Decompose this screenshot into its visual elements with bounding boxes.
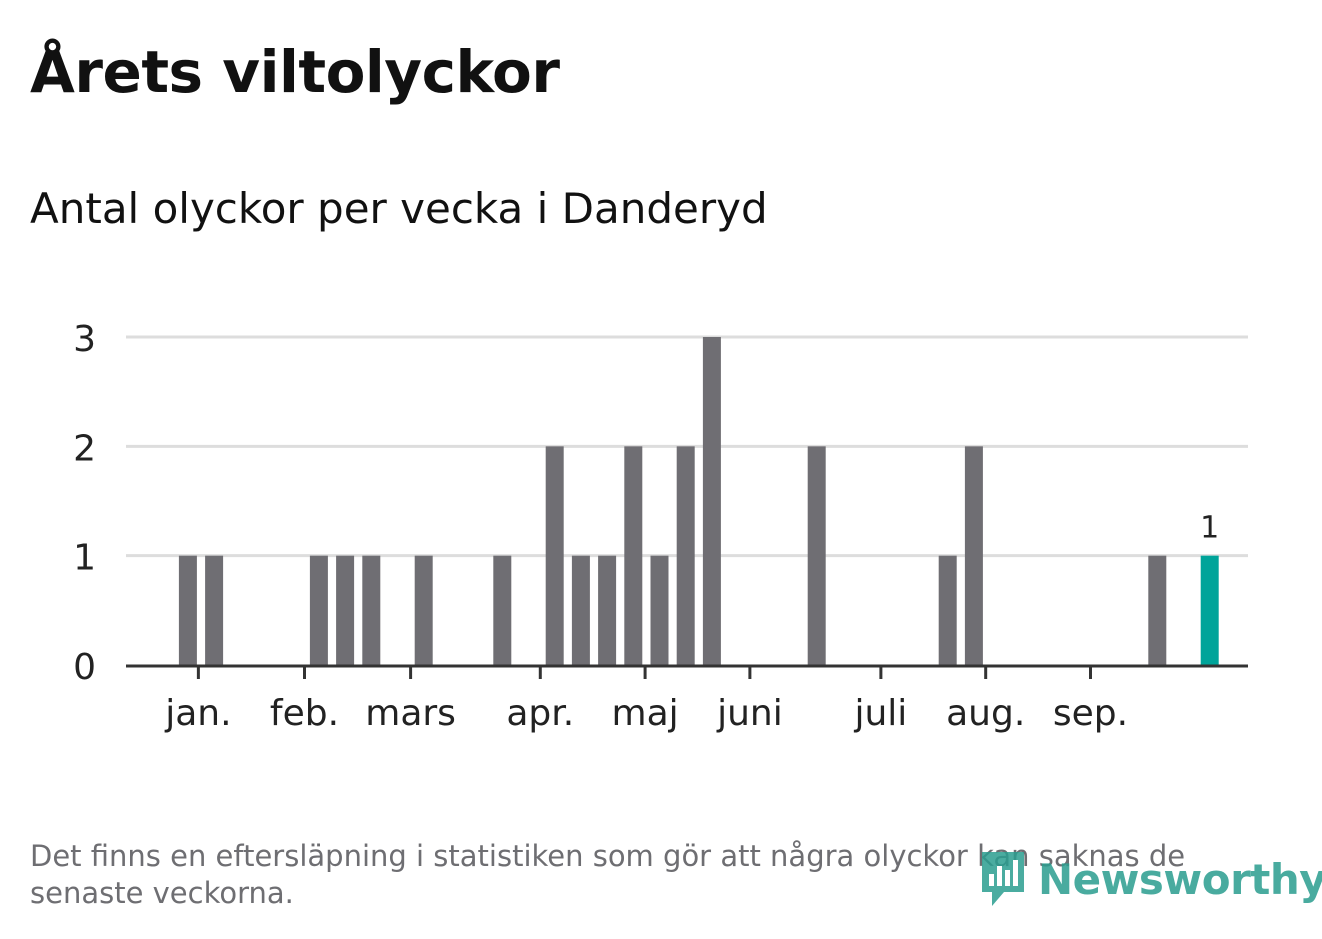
y-tick-label-2: 2: [73, 428, 96, 469]
bar-week-32: [938, 555, 957, 665]
x-tick-label-apr.: apr.: [506, 693, 574, 734]
x-tick-label-mars: mars: [365, 693, 456, 734]
newsworthy-logo-text: Newsworthy: [1038, 854, 1322, 904]
x-axis: [126, 664, 1248, 679]
bar-week-10: [362, 555, 381, 665]
bar-week-27: [807, 446, 826, 665]
bar-week-42: [1200, 555, 1219, 665]
y-tick-label-3: 3: [73, 319, 96, 360]
labels: 0 1 2 3 1 jan. feb. mars apr. maj juni juli aug. sep.: [73, 319, 1219, 734]
x-tick-label-feb.: feb.: [270, 693, 339, 734]
bar-week-40: [1148, 555, 1167, 665]
chart-subtitle: Antal olyckor per vecka i Danderyd: [30, 184, 768, 233]
y-tick-label-0: 0: [73, 647, 96, 688]
bar-week-17: [545, 446, 564, 665]
bar-chart: 0 1 2 3 1 jan. feb. mars apr. maj juni juli aug. sep.: [73, 319, 1248, 734]
x-tick-label-juni: juni: [716, 693, 783, 734]
highlight-value-label: 1: [1200, 511, 1219, 546]
x-tick-label-sep.: sep.: [1053, 693, 1128, 734]
bar-week-22: [676, 446, 695, 665]
bars: [178, 337, 1219, 665]
chart-title: Årets viltolyckor: [30, 38, 560, 106]
bar-week-4: [205, 555, 224, 665]
bar-week-20: [624, 446, 643, 665]
x-tick-label-juli: juli: [853, 693, 907, 734]
x-tick-label-jan.: jan.: [164, 693, 231, 734]
bar-week-23: [702, 337, 721, 665]
newsworthy-logo-icon: [982, 852, 1024, 906]
bar-week-19: [598, 555, 617, 665]
bar-week-15: [493, 555, 512, 665]
bar-week-18: [571, 555, 590, 665]
bar-week-8: [309, 555, 328, 665]
bar-week-3: [178, 555, 197, 665]
x-tick-label-aug.: aug.: [946, 693, 1025, 734]
bar-week-21: [650, 555, 669, 665]
bar-week-12: [414, 555, 433, 665]
bar-week-33: [964, 446, 983, 665]
bar-week-9: [336, 555, 355, 665]
x-tick-label-maj: maj: [612, 693, 679, 734]
y-tick-label-1: 1: [73, 538, 96, 579]
newsworthy-logo: Newsworthy: [978, 848, 1322, 910]
